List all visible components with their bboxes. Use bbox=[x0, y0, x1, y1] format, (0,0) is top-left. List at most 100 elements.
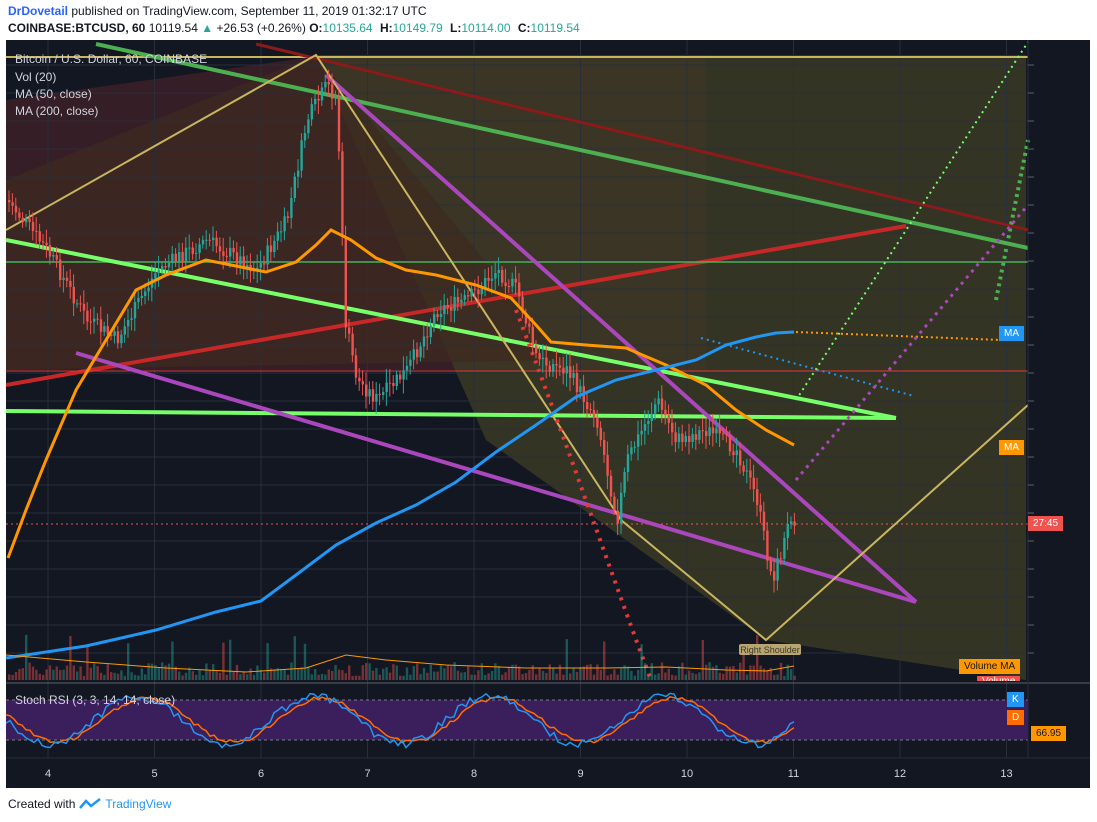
volume-bar bbox=[45, 669, 48, 680]
candle-body bbox=[147, 287, 150, 292]
stoch-d-tag: D bbox=[1007, 710, 1025, 725]
lightgreen-neckline-1 bbox=[6, 238, 897, 420]
green-dotted-projection bbox=[795, 41, 1029, 401]
author-link[interactable]: DrDovetail bbox=[8, 4, 69, 18]
candle-body bbox=[79, 303, 82, 305]
candle-body bbox=[55, 255, 58, 260]
volume-bar bbox=[35, 669, 38, 680]
time-tick-label: 4 bbox=[45, 768, 51, 780]
volume-bar bbox=[188, 667, 191, 680]
ma50-line bbox=[6, 228, 795, 559]
candle-body bbox=[752, 477, 755, 490]
volume-bar bbox=[783, 675, 786, 680]
candle-body bbox=[310, 104, 313, 120]
candle-body bbox=[392, 383, 395, 386]
volume-bar bbox=[368, 663, 371, 680]
volume-bar bbox=[609, 674, 613, 680]
candle-body bbox=[535, 345, 538, 354]
volume-bar bbox=[467, 666, 470, 680]
volume-bar bbox=[99, 672, 103, 680]
volume-bar bbox=[708, 662, 711, 680]
candle-body bbox=[188, 247, 191, 249]
volume-bar bbox=[239, 674, 242, 680]
volume-bar bbox=[575, 671, 579, 680]
volume-bar bbox=[701, 639, 704, 680]
volume-bar bbox=[174, 666, 177, 680]
volume-bar bbox=[86, 646, 89, 680]
legend-stoch[interactable]: Stoch RSI (3, 3, 14, 14, close) bbox=[15, 693, 176, 707]
close-label: C: bbox=[517, 21, 531, 35]
volume-bar bbox=[110, 672, 113, 680]
volume-bar bbox=[300, 667, 303, 680]
volume-bar bbox=[725, 666, 728, 680]
high-label: H: bbox=[379, 21, 393, 35]
volume-bar bbox=[266, 643, 269, 680]
volume-bar bbox=[514, 664, 517, 680]
candle-body bbox=[25, 218, 28, 223]
volume-bar bbox=[426, 672, 429, 680]
candle-body bbox=[184, 247, 188, 263]
candle-body bbox=[671, 422, 674, 433]
candle-body bbox=[45, 242, 48, 246]
candle-body bbox=[178, 252, 181, 262]
volume-bar bbox=[127, 643, 130, 680]
candle-body bbox=[688, 436, 691, 442]
candle-body bbox=[334, 97, 337, 99]
volume-bar bbox=[657, 673, 660, 680]
footer-brand[interactable]: TradingView bbox=[105, 797, 172, 811]
candle-body bbox=[586, 402, 589, 410]
right-shoulder-label: Right Shoulder bbox=[740, 645, 800, 655]
volume-bar bbox=[157, 667, 160, 680]
ma50-tag: MA bbox=[999, 440, 1024, 455]
volume-bar bbox=[222, 642, 225, 680]
volume-bar bbox=[589, 664, 592, 680]
volume-bar bbox=[667, 668, 670, 680]
volume-bar bbox=[280, 669, 283, 680]
volume-bar bbox=[562, 674, 565, 680]
volume-bar bbox=[385, 667, 388, 680]
volume-bar bbox=[769, 667, 772, 680]
candle-body bbox=[620, 492, 623, 524]
candle-body bbox=[637, 434, 640, 447]
legend-ma50[interactable]: MA (50, close) bbox=[15, 87, 92, 101]
candle-body bbox=[144, 291, 147, 296]
candle-body bbox=[630, 447, 633, 455]
chart-canvas[interactable]: Right Shoulder 4 5 6 7 8 9 10 11 12 13 bbox=[6, 40, 1090, 788]
volume-bar bbox=[365, 662, 368, 680]
candle-body bbox=[181, 252, 184, 263]
candle-body bbox=[739, 450, 742, 466]
legend-vol[interactable]: Vol (20) bbox=[15, 70, 57, 84]
candle-body bbox=[405, 365, 409, 371]
candle-body bbox=[174, 253, 177, 262]
candle-body bbox=[337, 97, 341, 152]
open-label: O: bbox=[309, 21, 323, 35]
candle-body bbox=[157, 269, 160, 274]
candle-body bbox=[59, 259, 62, 281]
candle-body bbox=[72, 286, 75, 304]
candle-body bbox=[450, 307, 453, 311]
candle-body bbox=[412, 349, 415, 360]
volume-bar bbox=[439, 665, 443, 680]
chart-panel[interactable]: Right Shoulder 4 5 6 7 8 9 10 11 12 13 Bitcoin / … bbox=[6, 40, 1090, 788]
volume-bar bbox=[749, 665, 752, 680]
volume-bar bbox=[388, 672, 392, 680]
volume-bar bbox=[412, 666, 415, 680]
candle-body bbox=[647, 420, 650, 425]
legend-title: Bitcoin / U.S. Dollar, 60, COINBASE bbox=[15, 52, 208, 66]
candle-body bbox=[518, 282, 521, 297]
volume-bar bbox=[790, 669, 793, 680]
legend-ma200[interactable]: MA (200, close) bbox=[15, 104, 99, 118]
volume-ma-tag: Volume MA bbox=[959, 659, 1021, 674]
volume-bar bbox=[626, 666, 630, 680]
candle-body bbox=[38, 231, 41, 242]
candle-body bbox=[276, 231, 279, 241]
candle-body bbox=[259, 263, 262, 268]
volume-bar bbox=[375, 667, 378, 680]
volume-bar bbox=[89, 667, 92, 680]
right-shoulder-box bbox=[739, 644, 801, 655]
candle-body bbox=[650, 413, 653, 421]
candle-body bbox=[293, 176, 296, 198]
volume-bar bbox=[630, 670, 633, 680]
volume-bar bbox=[79, 666, 82, 680]
candle-body bbox=[344, 236, 347, 328]
